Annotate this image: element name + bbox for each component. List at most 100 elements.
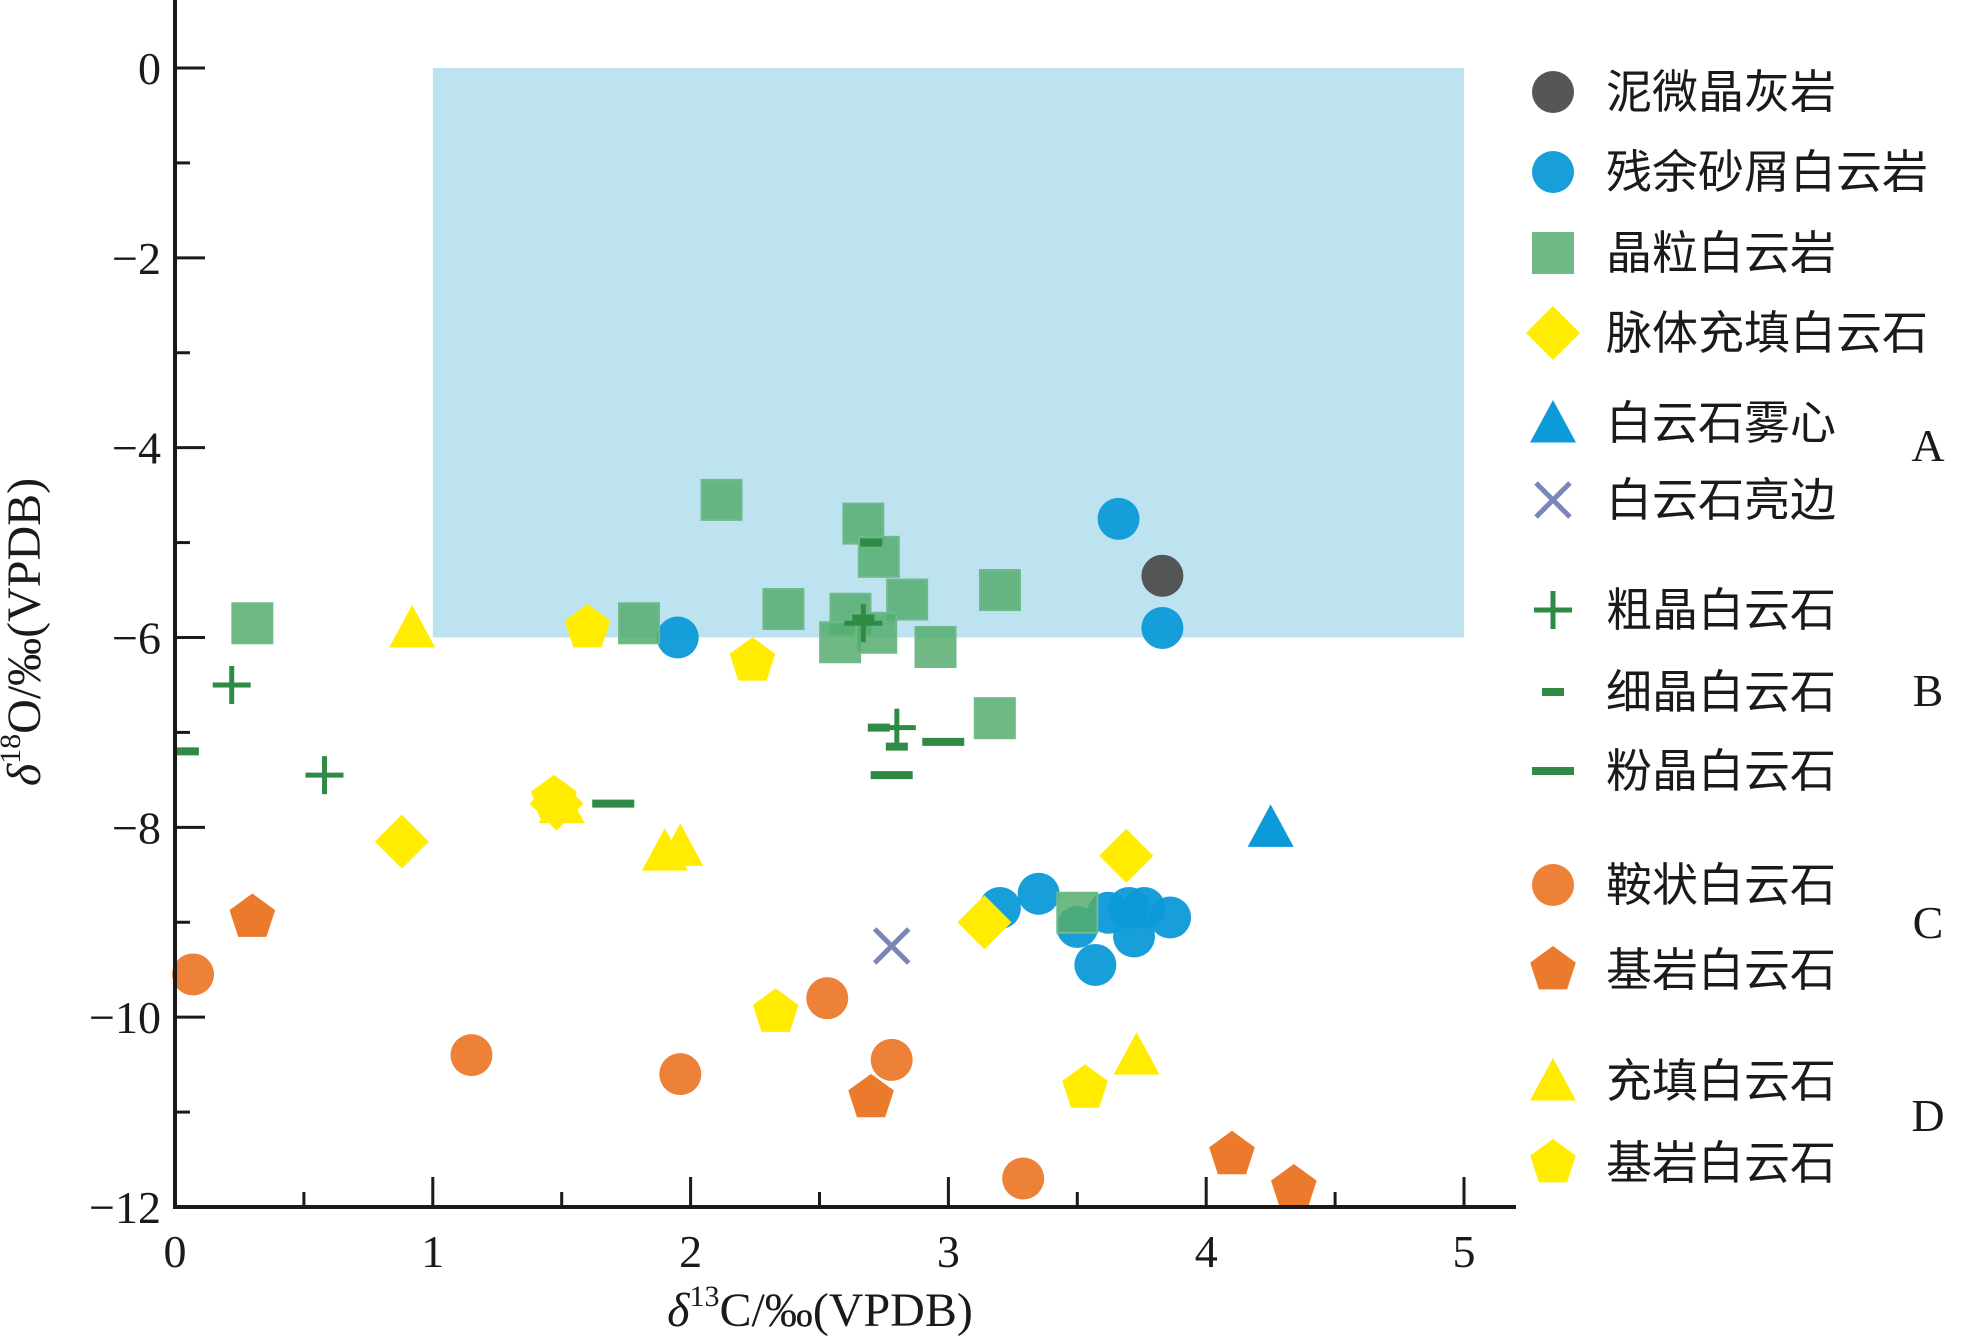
legend-entry-1: 泥微晶灰岩 — [1532, 65, 1836, 119]
legend-entry-7: 粗晶白云石 — [1534, 583, 1836, 637]
legend-marker-1 — [1532, 71, 1574, 113]
legend-entry-5: 白云石雾心 — [1530, 396, 1836, 450]
legend-marker-2 — [1532, 151, 1574, 193]
y-tick-label: −12 — [89, 1182, 161, 1233]
data-point-s2-p1 — [656, 616, 699, 659]
data-point-s13-p3 — [531, 774, 577, 819]
y-tick-label: −6 — [112, 613, 161, 664]
data-point-s13-p1 — [564, 604, 611, 648]
legend-label-1: 泥微晶灰岩 — [1606, 65, 1836, 119]
series-10 — [172, 953, 1045, 1200]
x-tick-label: 5 — [1453, 1226, 1476, 1277]
legend-entry-8: 细晶白云石 — [1542, 665, 1836, 719]
legend-group-label-a: A — [1911, 420, 1944, 471]
y-tick-label: −4 — [112, 423, 161, 474]
x-tick-label: 4 — [1195, 1226, 1218, 1277]
data-point-s2-p12 — [1149, 896, 1192, 939]
data-point-s7-p2 — [305, 756, 344, 795]
axes: 0−2−4−6−8−10−120 1 2 3 4 5δ13C/‰(VPDB)δ18O/‰(… — [0, 0, 1516, 1337]
series-13 — [531, 604, 1108, 1108]
x-tick-label: 1 — [421, 1226, 444, 1277]
legend-marker-7 — [1534, 591, 1572, 629]
legend-group-label-d: D — [1911, 1090, 1944, 1141]
data-point-s2-p5 — [1017, 872, 1060, 915]
data-point-s3-p14 — [1056, 891, 1099, 934]
series-12 — [389, 605, 1160, 1075]
legend-entry-3: 晶粒白云岩 — [1532, 226, 1836, 280]
legend-entry-10: 鞍状白云石 — [1532, 858, 1836, 912]
data-point-s13-p4 — [752, 988, 799, 1032]
data-point-s11-p4 — [1271, 1164, 1317, 1208]
series-6 — [872, 927, 911, 965]
shaded-region — [432, 68, 1464, 638]
legend-label-2: 残余砂屑白云岩 — [1606, 145, 1928, 199]
data-point-s1-p1 — [1141, 554, 1184, 597]
legend-group-label-c: C — [1913, 897, 1944, 948]
series-9 — [592, 737, 965, 808]
series-8 — [176, 538, 908, 756]
data-point-s4-p1 — [374, 814, 429, 869]
x-tick-label: 3 — [937, 1226, 960, 1277]
legend-marker-12 — [1530, 1058, 1576, 1101]
legend-label-12: 充填白云石 — [1606, 1054, 1836, 1108]
legend-label-5: 白云石雾心 — [1606, 396, 1836, 450]
series-3 — [231, 478, 1099, 934]
data-point-s13-p2 — [729, 637, 776, 681]
data-point-s12-p5 — [1113, 1032, 1160, 1075]
legend-label-6: 白云石亮边 — [1606, 473, 1836, 527]
legend-entry-11: 基岩白云石 — [1530, 943, 1836, 997]
legend-label-11: 基岩白云石 — [1606, 943, 1836, 997]
x-tick-label: 0 — [164, 1226, 187, 1277]
y-axis-title: δ18O/‰(VPDB) — [0, 478, 51, 786]
data-point-s3-p2 — [700, 478, 743, 521]
legend-marker-3 — [1532, 232, 1574, 274]
series-11 — [229, 893, 1317, 1208]
legend-marker-4 — [1526, 306, 1580, 360]
y-tick-label: −10 — [89, 992, 161, 1043]
data-point-s12-p4 — [657, 823, 704, 866]
data-point-s7-p1 — [212, 665, 251, 704]
legend-entry-9: 粉晶白云石 — [1532, 744, 1836, 798]
legend-label-8: 细晶白云石 — [1606, 665, 1836, 719]
data-point-s3-p10 — [819, 621, 862, 664]
legend-label-4: 脉体充填白云石 — [1606, 306, 1928, 360]
plot-area — [172, 68, 1464, 1208]
data-point-s11-p3 — [1209, 1130, 1255, 1175]
x-tick-label: 2 — [679, 1226, 702, 1277]
data-point-s10-p6 — [1002, 1157, 1045, 1200]
series-1 — [1141, 554, 1184, 597]
series-5 — [1247, 804, 1294, 847]
data-point-s2-p7 — [1074, 943, 1117, 986]
legend-label-13: 基岩白云石 — [1606, 1136, 1836, 1190]
y-tick-label: −8 — [112, 802, 161, 853]
data-point-s3-p5 — [618, 602, 661, 645]
data-point-s10-p3 — [659, 1053, 702, 1096]
data-point-s4-p4 — [1099, 828, 1154, 883]
legend-entry-12: 充填白云石 — [1530, 1054, 1836, 1108]
x-axis-title: δ13C/‰(VPDB) — [667, 1280, 973, 1337]
data-point-s3-p1 — [231, 602, 274, 645]
data-point-s3-p9 — [978, 569, 1021, 612]
legend-label-9: 粉晶白云石 — [1606, 744, 1836, 798]
legend-entry-13: 基岩白云石 — [1530, 1136, 1836, 1190]
data-point-s7-p3 — [844, 604, 883, 643]
data-point-s10-p2 — [450, 1034, 493, 1077]
data-point-s10-p5 — [870, 1038, 913, 1081]
data-point-s13-p5 — [1062, 1064, 1108, 1108]
data-point-s3-p6 — [762, 588, 805, 631]
legend-marker-10 — [1532, 864, 1574, 906]
data-point-s11-p1 — [229, 893, 276, 937]
legend-marker-5 — [1530, 400, 1576, 443]
data-point-s4-p3 — [957, 895, 1012, 950]
data-point-s2-p2 — [1097, 497, 1140, 540]
data-point-s3-p12 — [914, 625, 957, 668]
data-point-s3-p13 — [973, 697, 1016, 740]
series-4 — [374, 776, 1154, 950]
data-point-s12-p1 — [389, 605, 436, 648]
y-tick-label: −2 — [112, 233, 161, 284]
y-tick-label: 0 — [138, 43, 161, 94]
legend-marker-11 — [1530, 946, 1576, 990]
data-point-s2-p3 — [1141, 607, 1184, 650]
data-point-s10-p1 — [172, 953, 215, 996]
legend-marker-13 — [1530, 1139, 1576, 1183]
